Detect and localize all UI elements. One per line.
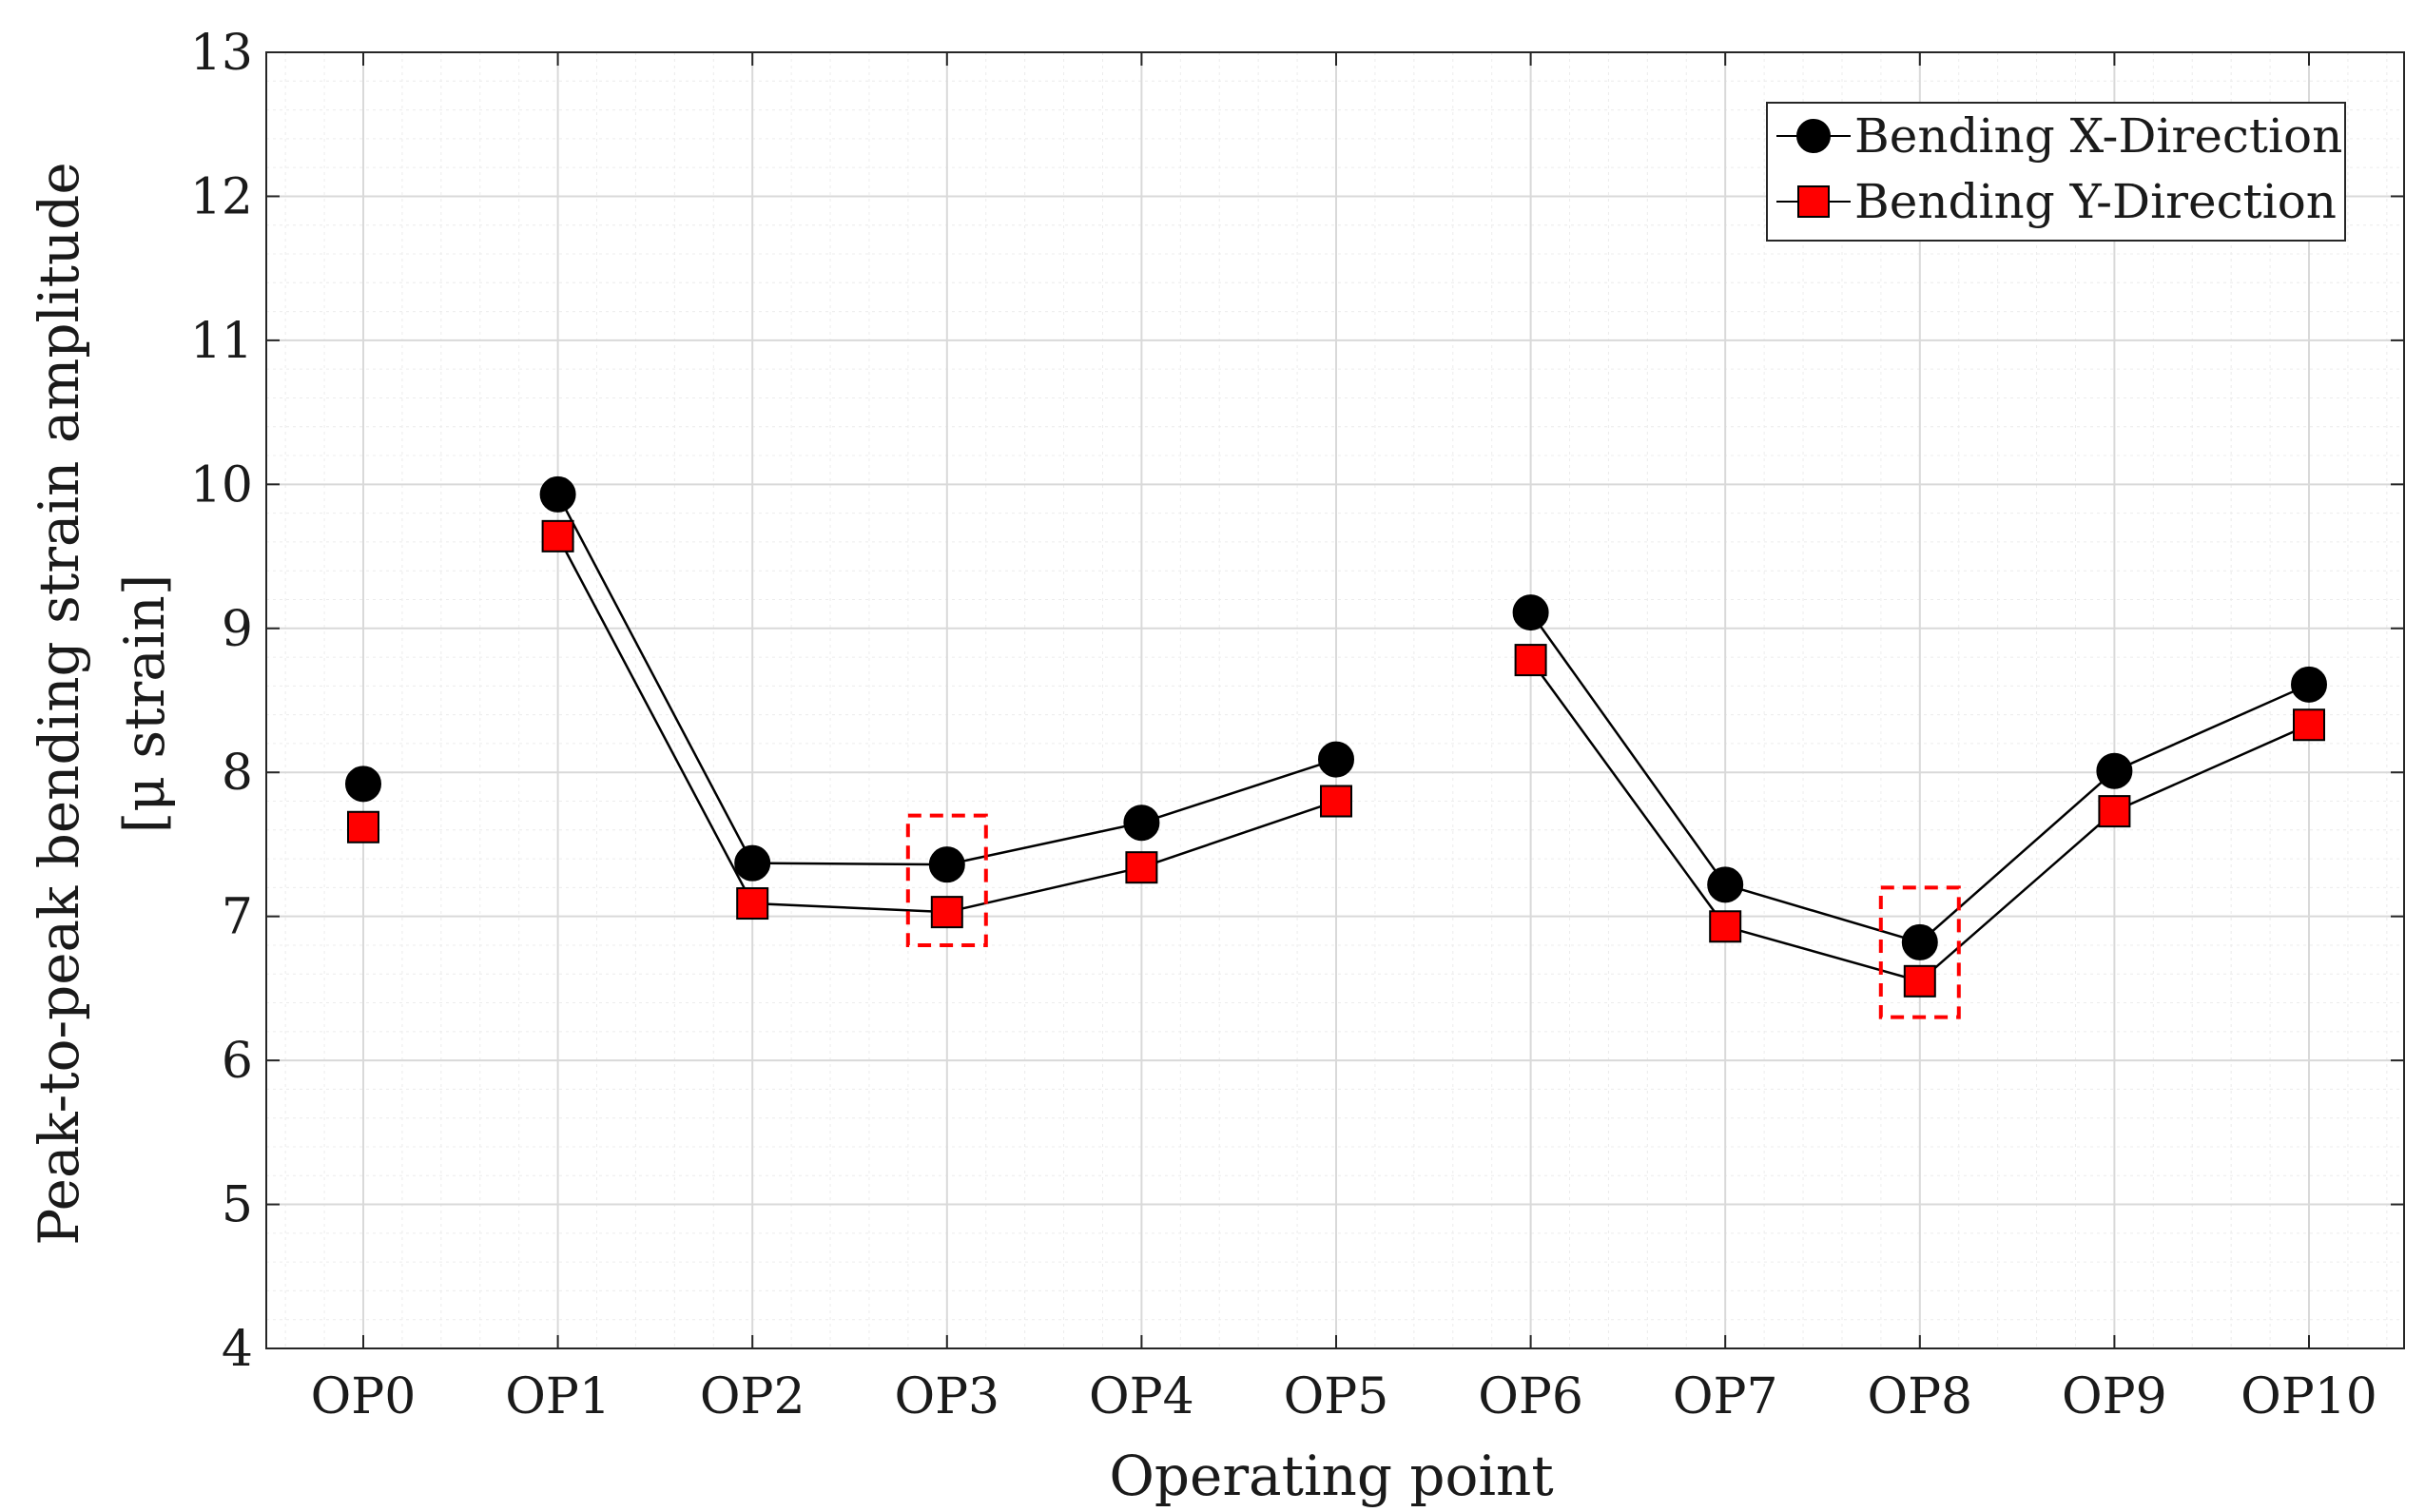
- x-tick-label: OP8: [1867, 1368, 1972, 1425]
- data-point-x-op3: [928, 846, 965, 883]
- data-point-y-op0: [347, 810, 379, 843]
- data-point-x-op7: [1707, 866, 1744, 903]
- data-point-x-op10: [2291, 666, 2327, 703]
- x-tick-label: OP10: [2241, 1368, 2377, 1425]
- x-tick-label: OP3: [894, 1368, 999, 1425]
- x-tick-label: OP0: [311, 1368, 417, 1425]
- y-tick-label: 8: [222, 745, 253, 802]
- highlight-box-op3: [905, 813, 988, 947]
- data-point-y-op1: [541, 519, 574, 552]
- x-tick-label: OP5: [1284, 1368, 1389, 1425]
- data-point-x-op2: [734, 844, 771, 882]
- data-point-x-op6: [1512, 594, 1549, 631]
- data-point-y-op5: [1320, 785, 1352, 818]
- data-point-y-op10: [2293, 708, 2325, 742]
- data-point-y-op6: [1514, 644, 1547, 677]
- y-tick-label: 11: [190, 313, 253, 370]
- x-tick-label: OP2: [700, 1368, 805, 1425]
- highlight-box-op8: [1878, 885, 1961, 1019]
- data-point-x-op5: [1318, 741, 1354, 778]
- data-point-y-op9: [2098, 795, 2131, 828]
- x-tick-label: OP6: [1478, 1368, 1583, 1425]
- y-tick-label: 9: [222, 601, 253, 658]
- series-lines: [556, 494, 2310, 983]
- data-point-y-op8: [1903, 964, 1936, 998]
- legend-label-x: Bending X-Direction: [1854, 108, 2342, 164]
- legend-box: [1766, 102, 2346, 242]
- y-tick-label: 13: [190, 25, 253, 82]
- major-grid: [266, 51, 2404, 1349]
- y-tick-label: 5: [222, 1177, 253, 1234]
- legend: Bending X-Direction Bending Y-Direction: [1766, 102, 2346, 242]
- data-point-x-op9: [2096, 752, 2133, 789]
- data-point-y-op4: [1125, 851, 1158, 884]
- x-tick-label: OP4: [1089, 1368, 1194, 1425]
- x-tick-label: OP9: [2062, 1368, 2167, 1425]
- highlight-boxes: [905, 813, 1961, 1019]
- y-tick-label: 12: [190, 168, 253, 225]
- y-tick-label: 4: [222, 1321, 253, 1378]
- x-tick-label: OP1: [505, 1368, 611, 1425]
- x-axis: OP0 OP1 OP2 OP3 OP4 OP5 OP6 OP7 OP8 OP9 OP10: [311, 52, 2377, 1425]
- x-axis-title: Operating point: [1109, 1444, 1553, 1508]
- y-axis-title-line1: Peak-to-peak bending strain amplitude: [27, 162, 91, 1246]
- y-axis-title-line2: [μ strain]: [112, 574, 177, 834]
- legend-marker-x: [1796, 119, 1831, 153]
- data-point-x-op1: [539, 475, 576, 513]
- data-point-y-op2: [736, 887, 769, 921]
- legend-marker-y: [1797, 185, 1830, 218]
- series-markers: [345, 475, 2327, 998]
- data-point-y-op7: [1709, 910, 1742, 943]
- x-tick-label: OP7: [1673, 1368, 1778, 1425]
- y-tick-label: 6: [222, 1033, 253, 1090]
- data-point-x-op8: [1901, 923, 1938, 960]
- data-point-x-op0: [345, 766, 381, 803]
- legend-label-y: Bending Y-Direction: [1854, 174, 2337, 229]
- y-tick-label: 7: [222, 889, 253, 946]
- y-tick-label: 10: [190, 456, 253, 514]
- data-point-x-op4: [1123, 804, 1160, 842]
- data-point-y-op3: [930, 896, 963, 929]
- y-axis: 4 5 6 7 8 9 10 11 12 13: [190, 25, 2404, 1378]
